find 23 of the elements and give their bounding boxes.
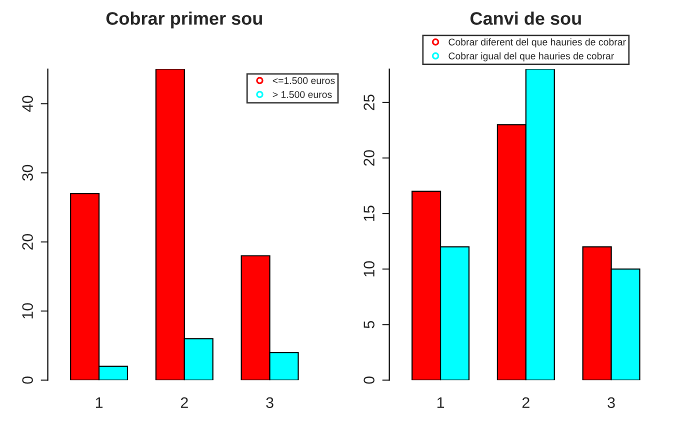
x-tick-label: 2	[522, 397, 530, 408]
y-tick-label: 0	[364, 376, 374, 384]
x-tick-label: 1	[437, 397, 444, 408]
y-tick-label: 10	[364, 261, 374, 276]
y-tick-label: 20	[364, 150, 374, 166]
legend-label: Cobrar igual del que hauries de cobrar	[448, 52, 614, 62]
y-tick-label: 40	[22, 96, 33, 112]
y-tick-label: 20	[22, 234, 33, 250]
y-tick-label: 30	[22, 164, 33, 181]
y-tick-label: 15	[364, 206, 374, 221]
y-tick-label: 5	[364, 321, 374, 328]
x-tick-label: 3	[608, 397, 615, 408]
legend-label: <=1.500 euros	[272, 77, 335, 84]
chart-title: Cobrar primer sou	[106, 12, 262, 28]
y-tick-label: 0	[22, 376, 33, 384]
y-tick-label: 25	[364, 94, 374, 110]
chart-title: Canvi de sou	[470, 12, 581, 25]
legend-label: > 1.500 euros	[272, 91, 332, 98]
x-tick-label: 3	[266, 397, 274, 408]
legend-label: Cobrar diferent del que hauries de cobrar	[448, 38, 626, 48]
x-tick-label: 1	[96, 397, 103, 408]
x-tick-label: 2	[180, 397, 188, 408]
y-tick-label: 10	[22, 303, 33, 318]
